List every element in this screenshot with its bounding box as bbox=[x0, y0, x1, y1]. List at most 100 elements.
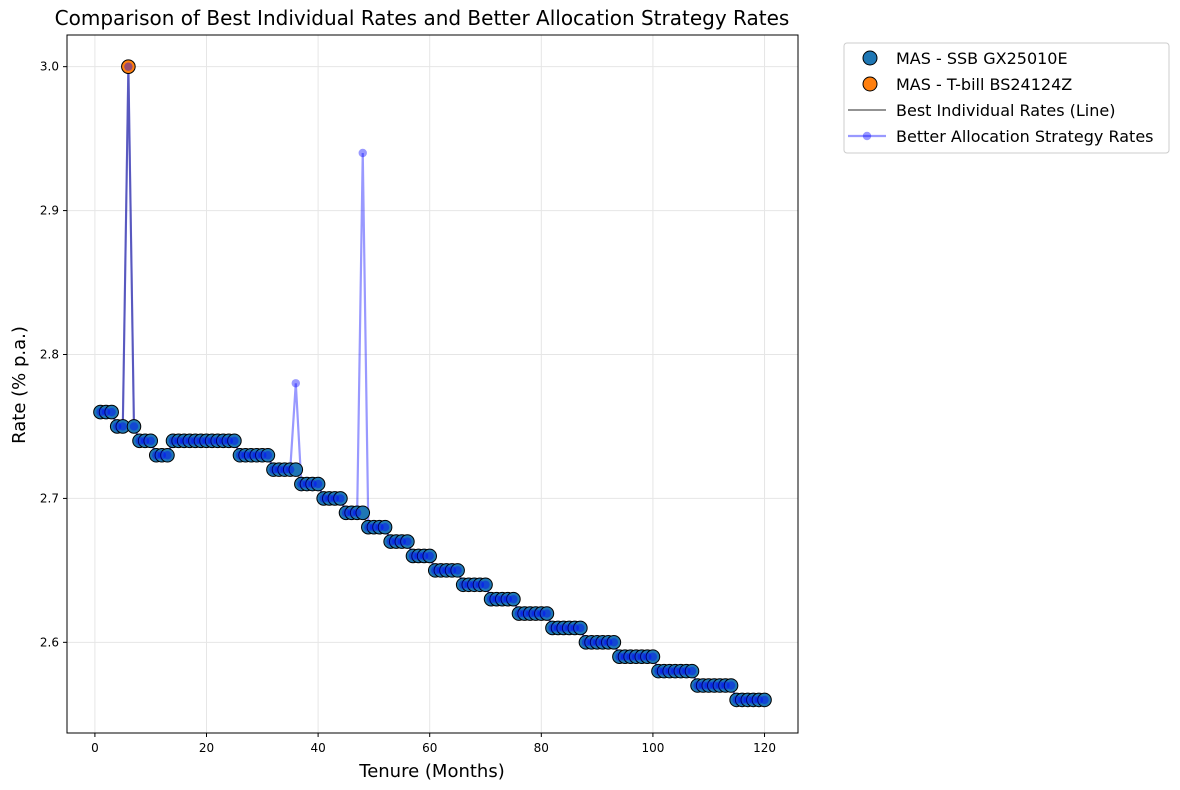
allocation-point bbox=[520, 609, 529, 618]
ssb-point bbox=[506, 591, 521, 607]
allocation-point bbox=[659, 666, 669, 676]
allocation-point bbox=[481, 580, 490, 589]
allocation-point bbox=[330, 494, 340, 503]
legend-tbill-marker bbox=[862, 76, 878, 92]
x-tick-label: 40 bbox=[310, 741, 325, 755]
y-axis-ticks: 2.6 2.7 2.8 2.9 3.0 bbox=[40, 60, 67, 649]
allocation-point bbox=[665, 666, 674, 676]
allocation-point bbox=[269, 465, 278, 474]
legend-allocation-marker bbox=[862, 131, 872, 141]
chart-title: Comparison of Best Individual Rates and … bbox=[55, 6, 790, 30]
allocation-point bbox=[537, 609, 546, 618]
allocation-point bbox=[492, 594, 501, 604]
allocation-point bbox=[698, 681, 708, 690]
allocation-point bbox=[152, 451, 161, 460]
allocation-point bbox=[325, 494, 334, 503]
allocation-point bbox=[509, 594, 518, 604]
allocation-point bbox=[576, 623, 585, 633]
ssb-point bbox=[126, 419, 142, 434]
allocation-point bbox=[341, 508, 351, 518]
allocation-point bbox=[347, 508, 356, 518]
allocation-point bbox=[620, 652, 630, 661]
allocation-point bbox=[704, 681, 713, 690]
allocation-point bbox=[687, 666, 697, 676]
legend-box bbox=[843, 42, 1170, 154]
ssb-point bbox=[333, 491, 348, 506]
allocation-point bbox=[235, 451, 245, 460]
allocation-point bbox=[140, 436, 150, 446]
allocation-point bbox=[129, 422, 139, 431]
allocation-point bbox=[319, 494, 328, 503]
allocation-point bbox=[648, 652, 658, 661]
ssb-point bbox=[450, 563, 465, 578]
allocation-point bbox=[631, 652, 641, 661]
allocation-point bbox=[291, 379, 300, 388]
allocation-point bbox=[163, 451, 172, 460]
x-tick-label: 0 bbox=[91, 741, 99, 755]
allocation-point bbox=[358, 148, 367, 158]
y-tick-label: 2.7 bbox=[40, 491, 59, 505]
tbill-point bbox=[121, 59, 136, 74]
allocation-point bbox=[274, 465, 284, 474]
allocation-point bbox=[626, 652, 635, 661]
allocation-point bbox=[403, 537, 412, 546]
allocation-point bbox=[643, 652, 652, 661]
legend-ssb-marker bbox=[862, 50, 878, 66]
allocation-point bbox=[380, 522, 390, 532]
allocation-point bbox=[475, 580, 485, 589]
ssb-point bbox=[400, 534, 415, 549]
allocation-point bbox=[570, 623, 579, 633]
allocation-point bbox=[760, 695, 769, 705]
allocation-point bbox=[592, 638, 602, 647]
allocation-point bbox=[710, 681, 719, 690]
allocation-point bbox=[375, 522, 384, 532]
x-tick-label: 120 bbox=[753, 741, 776, 755]
allocation-point bbox=[185, 436, 194, 446]
allocation-point bbox=[241, 451, 250, 460]
allocation-point bbox=[587, 638, 596, 647]
allocation-point bbox=[386, 537, 395, 546]
legend-label: Better Allocation Strategy Rates bbox=[896, 127, 1154, 146]
allocation-point bbox=[431, 566, 440, 575]
legend: MAS - SSB GX25010E MAS - T-bill BS24124Z B… bbox=[843, 42, 1170, 154]
allocation-point bbox=[615, 652, 624, 661]
allocation-point bbox=[196, 436, 206, 446]
allocation-point bbox=[514, 609, 524, 618]
allocation-point bbox=[286, 465, 295, 474]
ssb-point bbox=[606, 635, 622, 650]
allocation-point bbox=[682, 666, 691, 676]
allocation-point bbox=[559, 623, 568, 633]
grid bbox=[67, 35, 798, 733]
allocation-point bbox=[598, 638, 607, 647]
allocation-point bbox=[202, 436, 211, 446]
allocation-point bbox=[352, 508, 362, 518]
y-tick-label: 2.9 bbox=[40, 204, 59, 218]
allocation-point bbox=[408, 551, 418, 561]
ssb-point bbox=[723, 678, 739, 693]
allocation-point bbox=[542, 609, 552, 618]
allocation-point bbox=[124, 62, 133, 71]
ssb-point bbox=[260, 447, 276, 463]
ssb-point bbox=[288, 462, 304, 477]
allocation-point bbox=[715, 681, 725, 690]
y-tick-label: 2.6 bbox=[40, 635, 59, 649]
allocation-point bbox=[263, 451, 273, 460]
x-axis-label: Tenure (Months) bbox=[358, 761, 504, 782]
y-tick-label: 2.8 bbox=[40, 347, 59, 361]
allocation-point bbox=[336, 494, 345, 503]
allocation-point bbox=[565, 623, 574, 633]
ssb-point bbox=[143, 433, 159, 449]
allocation-point bbox=[743, 695, 752, 705]
allocation-point bbox=[313, 479, 323, 489]
allocation-point bbox=[101, 407, 111, 417]
allocation-point bbox=[609, 638, 619, 647]
allocation-point bbox=[676, 666, 686, 676]
allocation-point bbox=[732, 695, 741, 705]
allocation-point bbox=[397, 537, 407, 546]
allocation-point bbox=[486, 594, 496, 604]
ssb-point bbox=[310, 476, 326, 492]
allocation-point bbox=[308, 479, 317, 489]
allocation-point bbox=[754, 695, 764, 705]
allocation-point bbox=[246, 451, 256, 460]
